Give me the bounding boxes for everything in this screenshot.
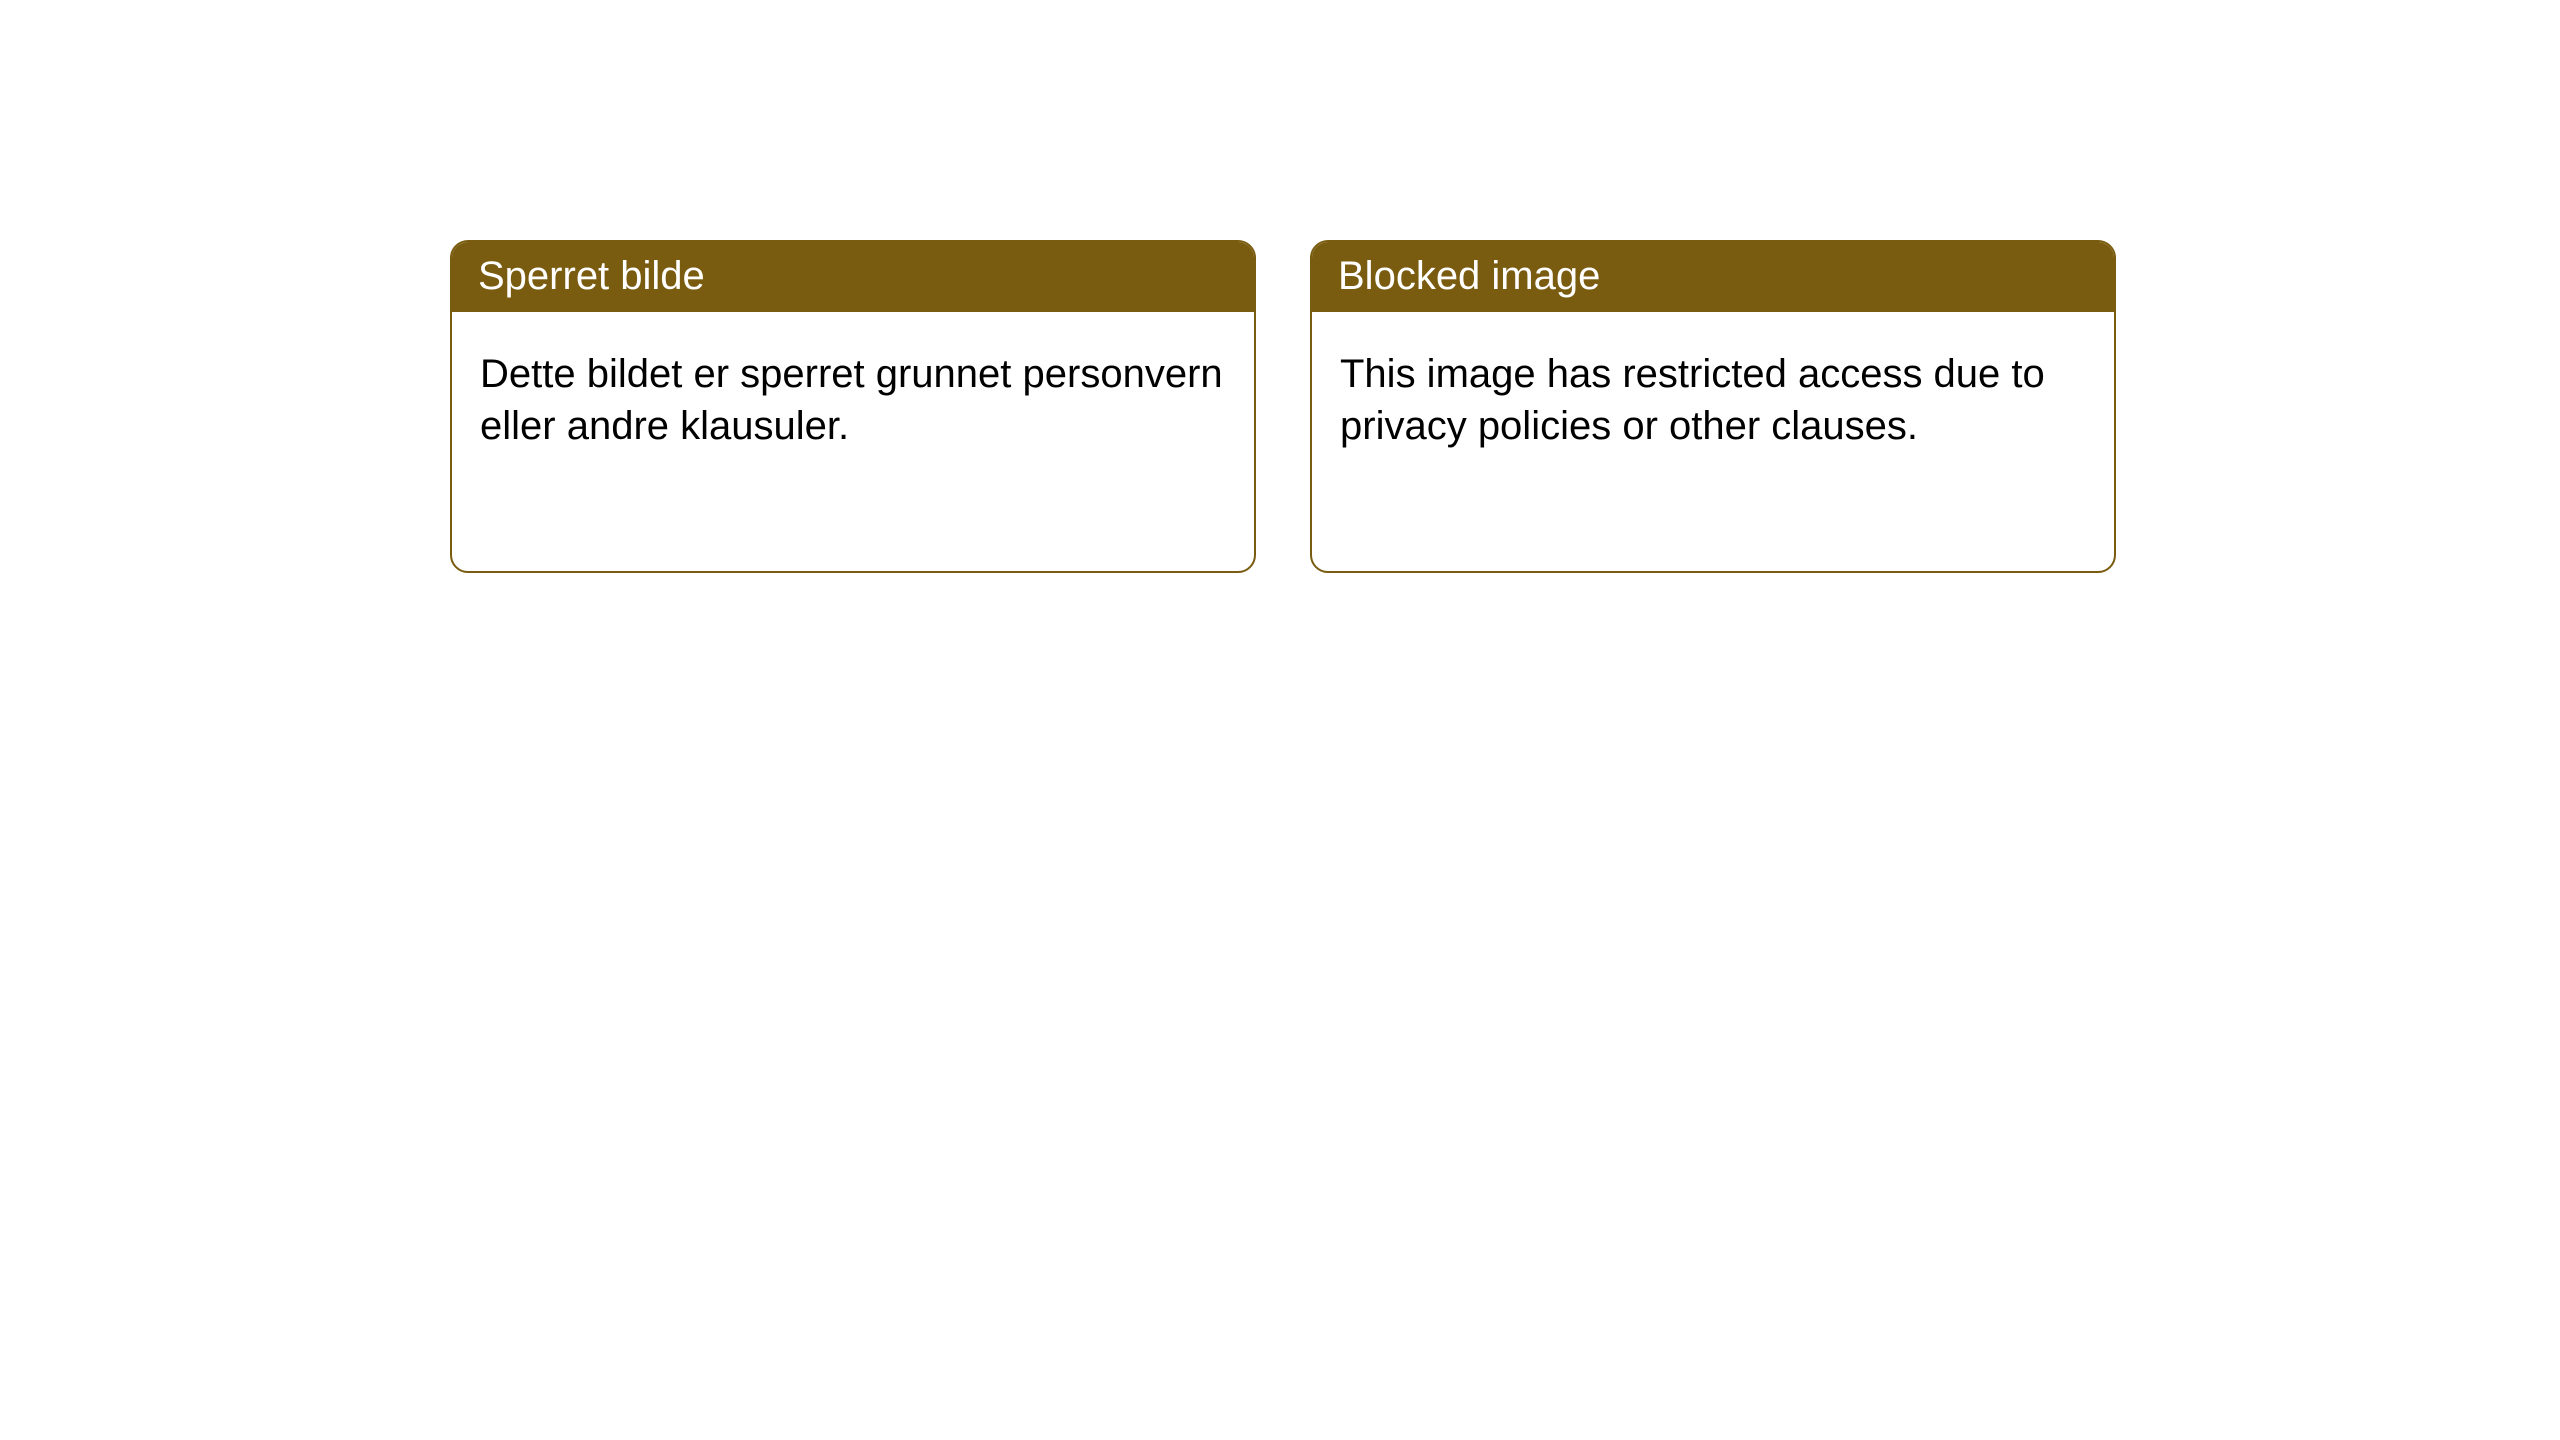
- card-body: Dette bildet er sperret grunnet personve…: [452, 312, 1254, 480]
- blocked-image-card-no: Sperret bilde Dette bildet er sperret gr…: [450, 240, 1256, 573]
- card-header: Sperret bilde: [452, 242, 1254, 312]
- card-header: Blocked image: [1312, 242, 2114, 312]
- cards-container: Sperret bilde Dette bildet er sperret gr…: [0, 0, 2560, 573]
- card-body: This image has restricted access due to …: [1312, 312, 2114, 480]
- blocked-image-card-en: Blocked image This image has restricted …: [1310, 240, 2116, 573]
